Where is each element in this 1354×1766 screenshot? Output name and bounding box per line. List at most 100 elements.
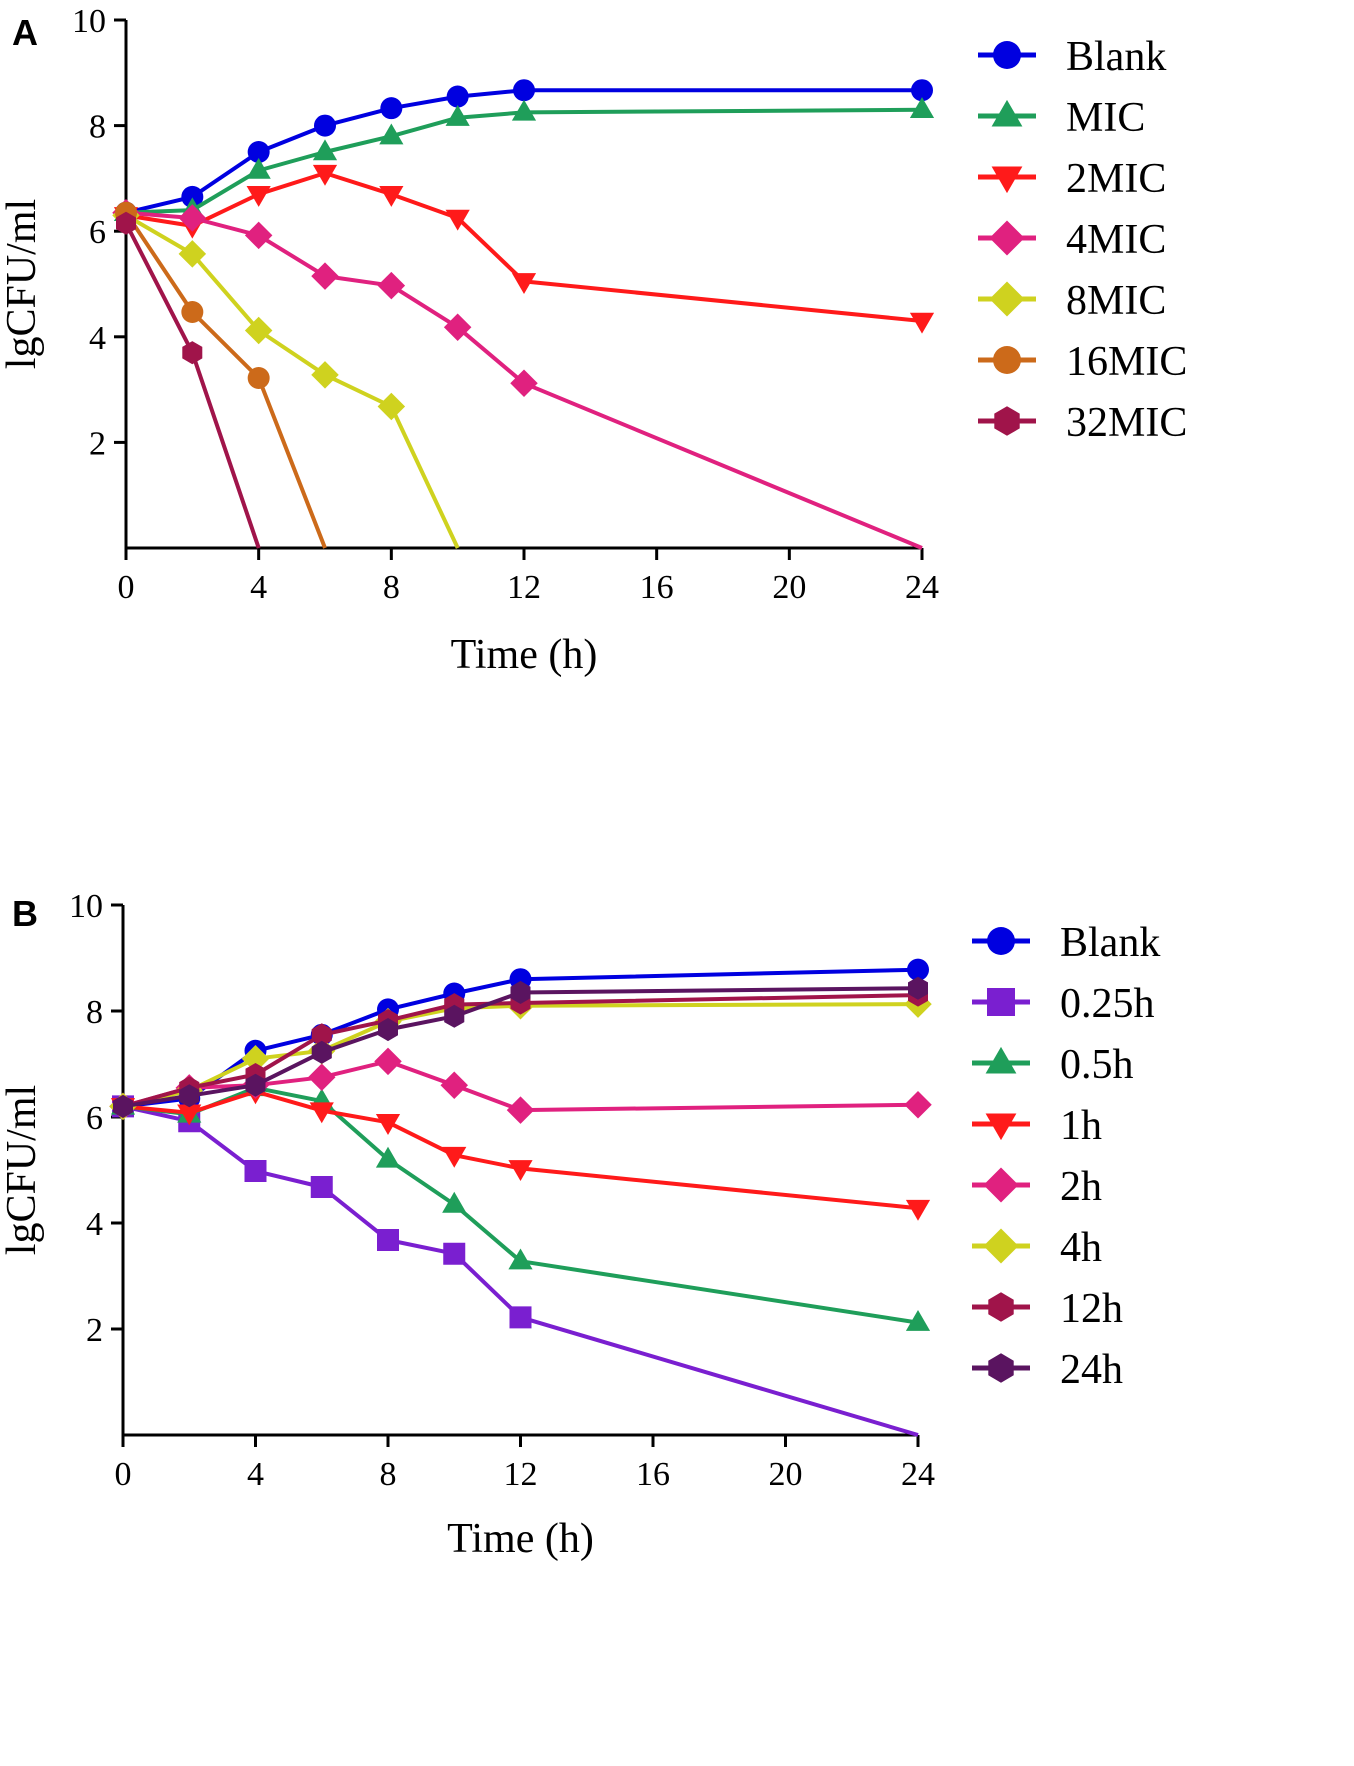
data-point xyxy=(311,262,339,290)
y-tick-label: 6 xyxy=(86,1100,103,1137)
series-line xyxy=(124,213,460,549)
legend-swatch-marker xyxy=(988,1353,1014,1383)
data-point xyxy=(310,1175,333,1198)
panel-label: A xyxy=(12,12,38,53)
data-point xyxy=(244,221,273,250)
y-tick-label: 10 xyxy=(72,3,106,40)
x-tick-label: 12 xyxy=(504,1456,538,1493)
data-point xyxy=(443,313,472,342)
data-point xyxy=(312,164,338,186)
data-point xyxy=(511,273,537,295)
series-24h xyxy=(113,976,928,1118)
legend-item: 2h xyxy=(972,1164,1102,1210)
data-point xyxy=(113,1094,133,1118)
data-point xyxy=(909,97,935,119)
data-point xyxy=(247,141,270,163)
legend-swatch-marker xyxy=(983,1228,1019,1264)
legend-swatch-marker xyxy=(994,406,1020,436)
panel-label: B xyxy=(12,893,38,934)
legend-item: 32MIC xyxy=(978,400,1187,446)
data-point xyxy=(908,976,928,1000)
legend-label: Blank xyxy=(1060,920,1160,966)
y-axis-title: lgCFU/ml xyxy=(0,199,45,369)
data-point xyxy=(116,211,136,235)
legend-swatch-marker xyxy=(985,1046,1017,1074)
data-point xyxy=(508,1248,533,1270)
data-point xyxy=(377,271,406,300)
x-tick-label: 4 xyxy=(250,569,267,606)
data-point xyxy=(513,79,535,102)
data-point xyxy=(378,1018,398,1042)
legend-item: 4h xyxy=(972,1225,1102,1271)
legend-swatch-marker xyxy=(987,988,1015,1016)
legend-label: MIC xyxy=(1066,95,1145,141)
data-point xyxy=(907,958,929,981)
series-2h xyxy=(109,1047,932,1124)
legend-item: 8MIC xyxy=(978,278,1166,324)
data-point xyxy=(244,1160,267,1183)
series-line xyxy=(122,993,919,1109)
legend-item: 4MIC xyxy=(978,217,1166,263)
legend-label: Blank xyxy=(1066,34,1166,80)
x-tick-label: 16 xyxy=(636,1456,670,1493)
legend-item: MIC xyxy=(978,95,1145,141)
x-tick-label: 0 xyxy=(118,569,135,606)
legend-item: 16MIC xyxy=(978,339,1187,385)
x-tick-label: 24 xyxy=(901,1456,935,1493)
data-point xyxy=(375,1114,401,1135)
legend-label: 4h xyxy=(1060,1225,1102,1271)
data-point xyxy=(442,1146,467,1168)
data-point xyxy=(312,139,338,161)
legend-swatch-marker xyxy=(983,1167,1019,1203)
data-point xyxy=(911,79,933,102)
legend-swatch-marker xyxy=(988,1292,1014,1322)
legend-swatch-marker xyxy=(991,166,1023,194)
legend: Blank MIC 2MIC 4MIC 8MIC 16MIC 32MIC xyxy=(978,34,1187,446)
legend-item: 2MIC xyxy=(978,156,1166,202)
series-line xyxy=(122,986,919,1109)
data-point xyxy=(241,1044,270,1073)
data-point xyxy=(311,1023,332,1047)
legend-item: 24h xyxy=(972,1347,1123,1393)
x-tick-label: 8 xyxy=(383,569,400,606)
legend-label: 0.25h xyxy=(1060,981,1155,1027)
series-32mic xyxy=(116,211,261,549)
data-point xyxy=(374,1047,402,1076)
legend-item: 1h xyxy=(972,1103,1102,1149)
data-point xyxy=(905,1199,931,1221)
x-axis-title: Time (h) xyxy=(447,1516,594,1562)
series-line xyxy=(124,211,327,549)
y-tick-label: 2 xyxy=(89,425,106,462)
y-tick-label: 6 xyxy=(89,214,106,251)
series-line xyxy=(125,107,923,215)
legend: Blank 0.25h 0.5h 1h 2h 4h 12h 24h xyxy=(972,920,1160,1393)
y-tick-label: 8 xyxy=(89,109,106,146)
data-point xyxy=(511,99,537,121)
data-point xyxy=(440,1071,468,1099)
data-point xyxy=(909,312,935,334)
data-point xyxy=(443,1242,466,1265)
series-line xyxy=(124,222,261,549)
series-line xyxy=(122,1089,919,1211)
x-tick-label: 0 xyxy=(115,1456,132,1493)
x-tick-label: 12 xyxy=(507,569,541,606)
y-tick-label: 10 xyxy=(69,888,103,925)
legend-label: 4MIC xyxy=(1066,217,1166,263)
legend-item: 0.5h xyxy=(972,1042,1134,1088)
y-tick-label: 2 xyxy=(86,1312,103,1349)
data-point xyxy=(181,185,204,208)
x-tick-label: 16 xyxy=(640,569,674,606)
legend-swatch-marker xyxy=(985,1113,1017,1141)
y-axis-title: lgCFU/ml xyxy=(0,1085,45,1255)
y-tick-label: 8 xyxy=(86,994,103,1031)
series-1h xyxy=(110,1083,931,1221)
data-point xyxy=(178,204,207,232)
legend-item: 12h xyxy=(972,1286,1123,1332)
x-axis-title: Time (h) xyxy=(451,632,598,678)
legend-label: 12h xyxy=(1060,1286,1123,1332)
data-point xyxy=(509,1306,532,1329)
legend-swatch-marker xyxy=(993,41,1021,69)
data-point xyxy=(246,157,271,179)
